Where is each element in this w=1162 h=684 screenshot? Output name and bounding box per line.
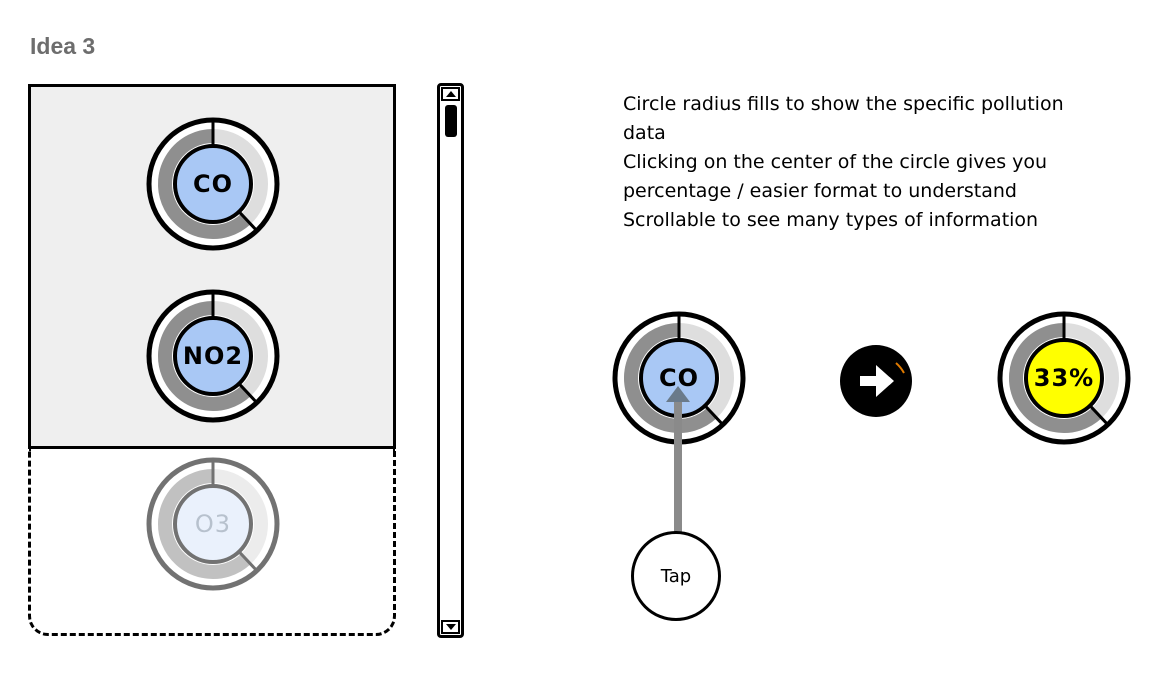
page-title: Idea 3 bbox=[30, 33, 96, 59]
demo-gauge-percentage[interactable]: 33% bbox=[996, 310, 1132, 446]
note-line: data bbox=[623, 122, 666, 144]
gauge-o3-ring bbox=[146, 457, 280, 591]
demo-gauge-co[interactable]: CO bbox=[611, 310, 747, 446]
gauge-no2-ring bbox=[146, 289, 280, 423]
demo-gauge-co-ring bbox=[612, 311, 746, 445]
tap-label: Tap bbox=[660, 565, 692, 587]
note-line: Circle radius fills to show the specific… bbox=[623, 93, 1064, 115]
description-notes: Circle radius fills to show the specific… bbox=[623, 90, 1143, 235]
scroll-up-button[interactable] bbox=[441, 87, 460, 101]
tap-indicator-arrowhead bbox=[666, 386, 690, 402]
vertical-scrollbar[interactable] bbox=[437, 83, 464, 638]
note-line: Scrollable to see many types of informat… bbox=[623, 209, 1039, 231]
arrow-right-icon bbox=[838, 343, 914, 419]
gauge-no2-label: NO2 bbox=[182, 342, 244, 370]
gauge-o3-label: O3 bbox=[194, 510, 232, 538]
demo-gauge-percentage-label: 33% bbox=[1033, 364, 1095, 392]
gauge-no2[interactable]: NO2 bbox=[145, 288, 281, 424]
tap-bubble: Tap bbox=[631, 531, 721, 621]
chevron-down-icon bbox=[445, 624, 456, 630]
chevron-up-icon bbox=[445, 91, 456, 97]
gauge-co[interactable]: CO bbox=[145, 116, 281, 252]
demo-gauge-percentage-ring bbox=[997, 311, 1131, 445]
gauge-co-label: CO bbox=[192, 170, 233, 198]
gauge-co-ring bbox=[146, 117, 280, 251]
scrollbar-track[interactable] bbox=[437, 83, 464, 638]
note-line: Clicking on the center of the circle giv… bbox=[623, 151, 1048, 173]
tap-indicator-line bbox=[674, 394, 682, 534]
scroll-down-button[interactable] bbox=[441, 620, 460, 634]
gauge-list-overflow-area bbox=[28, 448, 396, 636]
note-line: percentage / easier format to understand bbox=[623, 180, 1017, 202]
scrollbar-thumb[interactable] bbox=[445, 105, 457, 137]
gauge-o3[interactable]: O3 bbox=[145, 456, 281, 592]
